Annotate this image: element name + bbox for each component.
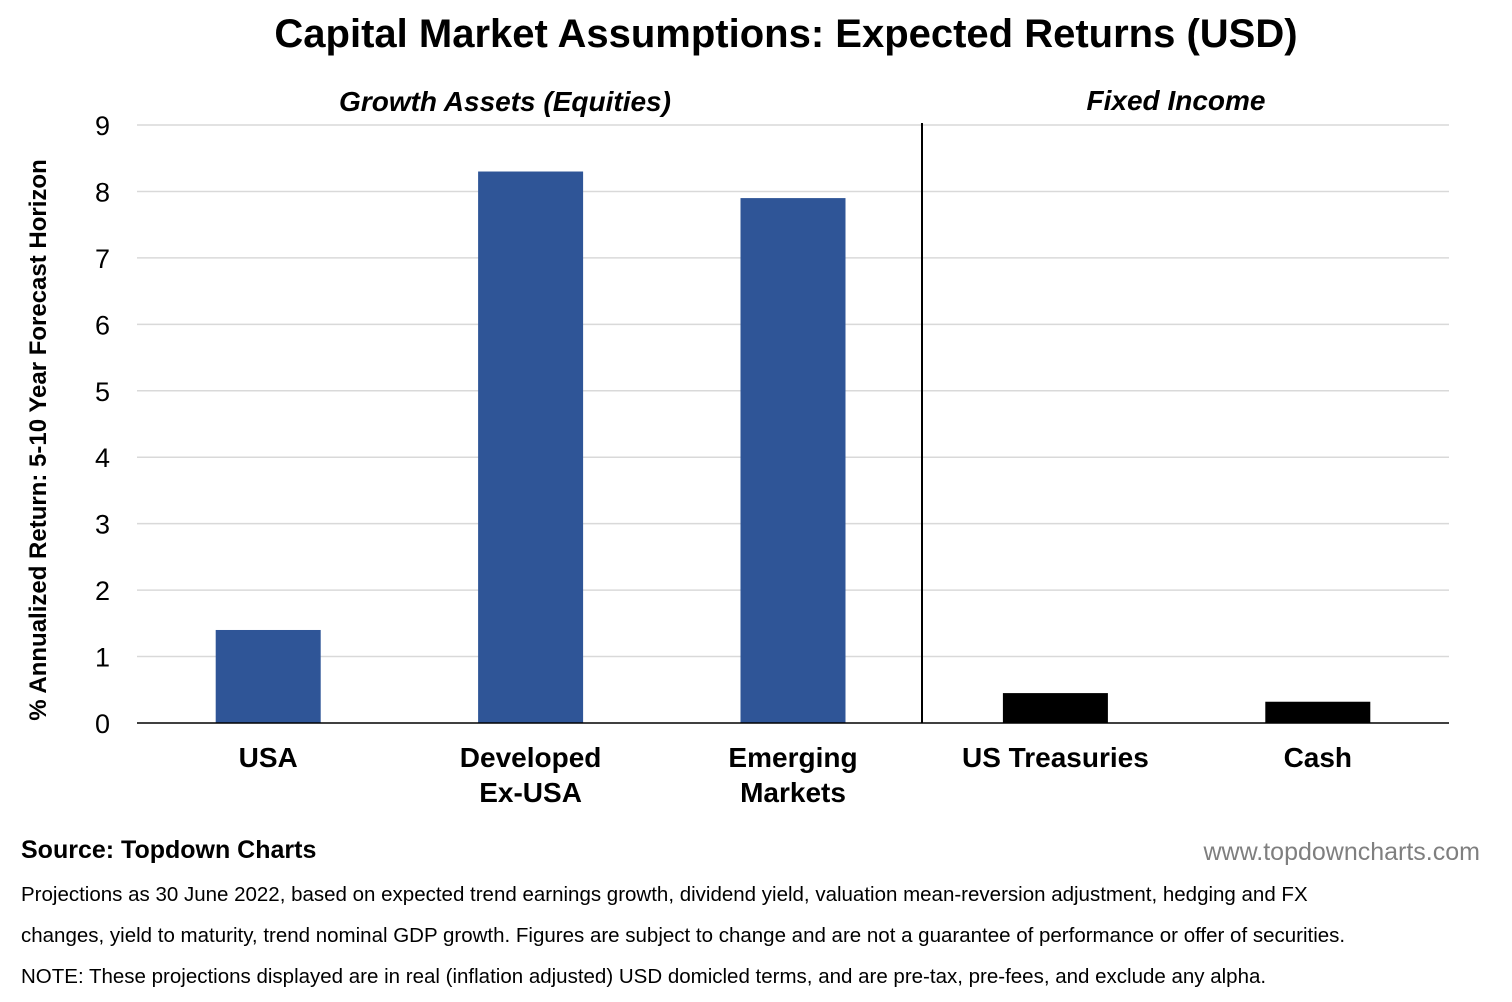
y-tick-label: 3 xyxy=(95,510,110,540)
group-label-equities: Growth Assets (Equities) xyxy=(339,86,671,117)
y-tick-label: 4 xyxy=(95,443,110,473)
x-category-label: Cash xyxy=(1284,742,1352,773)
y-tick-label: 6 xyxy=(95,310,110,340)
bar-chart: Capital Market Assumptions: Expected Ret… xyxy=(25,12,1449,808)
x-category-label: Developed xyxy=(460,742,602,773)
bar xyxy=(478,171,584,723)
y-tick-label: 8 xyxy=(95,177,110,207)
y-tick-label: 5 xyxy=(95,377,110,407)
x-category-label: Markets xyxy=(740,777,846,808)
bar xyxy=(1265,701,1371,723)
x-category-label: Emerging xyxy=(728,742,857,773)
y-tick-label: 9 xyxy=(95,111,110,141)
y-axis-label: % Annualized Return: 5-10 Year Forecast … xyxy=(25,159,52,720)
y-tick-label: 2 xyxy=(95,576,110,606)
note-line: changes, yield to maturity, trend nomina… xyxy=(21,924,1346,947)
chart-title: Capital Market Assumptions: Expected Ret… xyxy=(274,12,1297,56)
bar xyxy=(740,198,846,724)
y-axis-ticks: 0 1 2 3 4 5 6 7 8 9 xyxy=(95,111,110,739)
y-tick-label: 1 xyxy=(95,643,110,673)
website-link[interactable]: www.topdowncharts.com xyxy=(1203,838,1480,866)
y-tick-label: 0 xyxy=(95,709,110,739)
note-line: Projections as 30 June 2022, based on ex… xyxy=(21,883,1308,906)
x-category-label: USA xyxy=(239,742,298,773)
x-axis-categories: USA Developed Ex-USA Emerging Markets US Trea… xyxy=(239,742,1352,808)
y-tick-label: 7 xyxy=(95,244,110,274)
bar xyxy=(1002,693,1108,723)
bars xyxy=(215,171,1371,724)
bar xyxy=(215,629,321,723)
group-label-fixed-income: Fixed Income xyxy=(1087,85,1266,116)
source-label: Source: Topdown Charts xyxy=(21,836,317,864)
note-line: NOTE: These projections displayed are in… xyxy=(21,965,1267,988)
x-category-label: Ex-USA xyxy=(479,777,582,808)
x-category-label: US Treasuries xyxy=(962,742,1149,773)
